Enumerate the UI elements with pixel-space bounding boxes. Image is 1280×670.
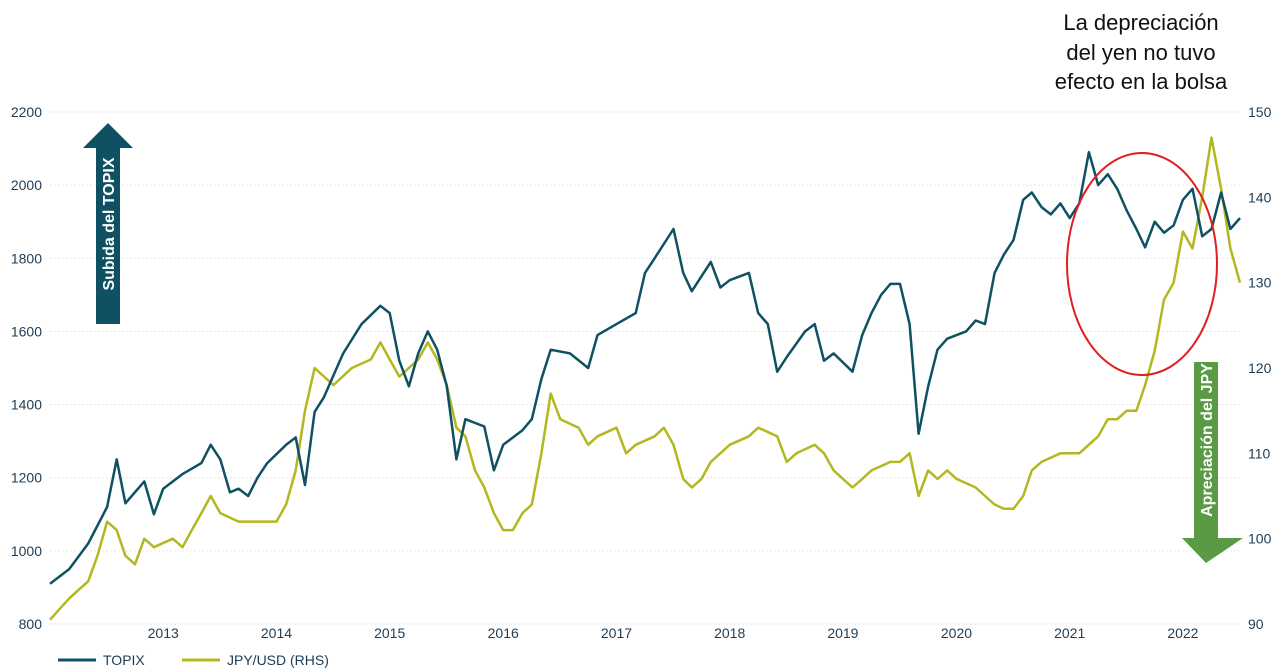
left-tick-label: 2200 <box>11 104 42 120</box>
x-tick-label: 2016 <box>488 625 519 641</box>
legend-label-topix: TOPIX <box>103 652 145 668</box>
x-axis-ticks: 2013 2014 2015 2016 2017 2018 2019 2020 2021 2022 <box>148 625 1199 641</box>
x-tick-label: 2014 <box>261 625 292 641</box>
down-arrow-label: Apreciación del JPY <box>1199 363 1216 517</box>
right-tick-label: 100 <box>1248 531 1272 547</box>
annotation-line-2: del yen no tuvo <box>1066 40 1215 65</box>
up-arrow-label: Subida del TOPIX <box>101 157 118 290</box>
x-tick-label: 2013 <box>148 625 179 641</box>
x-tick-label: 2017 <box>601 625 632 641</box>
annotation-line-1: La depreciación <box>1063 10 1218 35</box>
left-axis-ticks: 800 1000 1200 1400 1600 1800 2000 2200 <box>11 104 42 632</box>
down-arrow: Apreciación del JPY <box>1182 362 1243 563</box>
left-tick-label: 1400 <box>11 397 42 413</box>
x-tick-label: 2021 <box>1054 625 1085 641</box>
series-line-topix <box>49 150 1241 585</box>
right-tick-label: 110 <box>1248 445 1271 461</box>
x-tick-label: 2019 <box>827 625 858 641</box>
x-tick-label: 2018 <box>714 625 745 641</box>
legend: TOPIX JPY/USD (RHS) <box>58 652 329 668</box>
right-tick-label: 140 <box>1248 189 1272 205</box>
up-arrow-shape <box>83 123 133 324</box>
grid-lines <box>50 111 1240 625</box>
left-tick-label: 1600 <box>11 323 42 339</box>
series-layer <box>49 136 1242 621</box>
right-tick-label: 120 <box>1248 360 1272 376</box>
up-arrow: Subida del TOPIX <box>83 123 133 324</box>
left-tick-label: 2000 <box>11 177 42 193</box>
left-tick-label: 1000 <box>11 543 42 559</box>
left-tick-label: 800 <box>19 616 43 632</box>
right-axis-ticks: 90 100 110 120 130 140 150 <box>1248 104 1272 632</box>
x-tick-label: 2022 <box>1167 625 1198 641</box>
left-tick-label: 1800 <box>11 250 42 266</box>
highlight-circle <box>1066 152 1218 376</box>
right-tick-label: 90 <box>1248 616 1264 632</box>
series-line-jpyusd <box>49 136 1242 621</box>
x-tick-label: 2020 <box>941 625 972 641</box>
right-tick-label: 150 <box>1248 104 1272 120</box>
right-tick-label: 130 <box>1248 275 1272 291</box>
down-arrow-shape <box>1182 362 1243 563</box>
annotation-line-3: efecto en la bolsa <box>1055 69 1228 94</box>
annotation-text: La depreciación del yen no tuvo efecto e… <box>1055 10 1228 94</box>
x-tick-label: 2015 <box>374 625 405 641</box>
legend-label-jpyusd: JPY/USD (RHS) <box>227 652 329 668</box>
left-tick-label: 1200 <box>11 470 42 486</box>
